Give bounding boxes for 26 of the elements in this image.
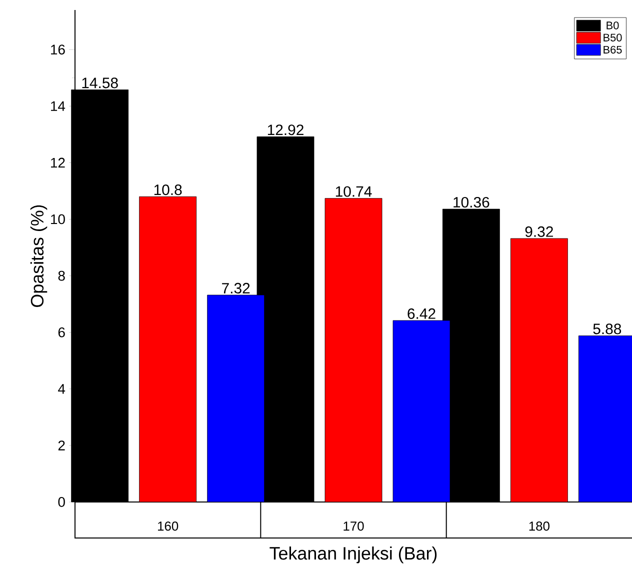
- legend-label: B50: [604, 34, 622, 42]
- x-axis-title: Tekanan Injeksi (Bar): [270, 546, 437, 564]
- y-tick-label: 4: [58, 384, 66, 394]
- y-tick-label: 2: [58, 440, 65, 450]
- data-label: 10.74: [336, 186, 372, 197]
- x-tick-label: 180: [529, 522, 550, 531]
- data-label: 7.32: [222, 282, 250, 294]
- legend-label: B0: [606, 22, 619, 30]
- data-label: 14.58: [82, 78, 118, 88]
- data-label: 5.88: [593, 324, 622, 334]
- y-tick-label: 16: [51, 44, 65, 55]
- data-label: 10.36: [454, 196, 490, 208]
- data-label: 12.92: [268, 124, 304, 136]
- x-tick-label: 170: [344, 522, 364, 531]
- data-label: 9.32: [525, 226, 553, 237]
- y-tick-label: 10: [51, 214, 65, 224]
- data-label: 10.8: [154, 184, 182, 196]
- x-tick-label: 160: [158, 522, 178, 531]
- data-label: 6.42: [408, 308, 436, 319]
- y-tick-label: 8: [58, 270, 65, 281]
- y-axis-title: Opasitas (%): [30, 205, 48, 307]
- y-tick-label: 12: [51, 158, 65, 168]
- legend-label: B65: [604, 46, 622, 54]
- y-tick-label: 0: [58, 497, 65, 507]
- y-tick-label: 14: [51, 101, 66, 111]
- y-tick-label: 6: [58, 327, 65, 338]
